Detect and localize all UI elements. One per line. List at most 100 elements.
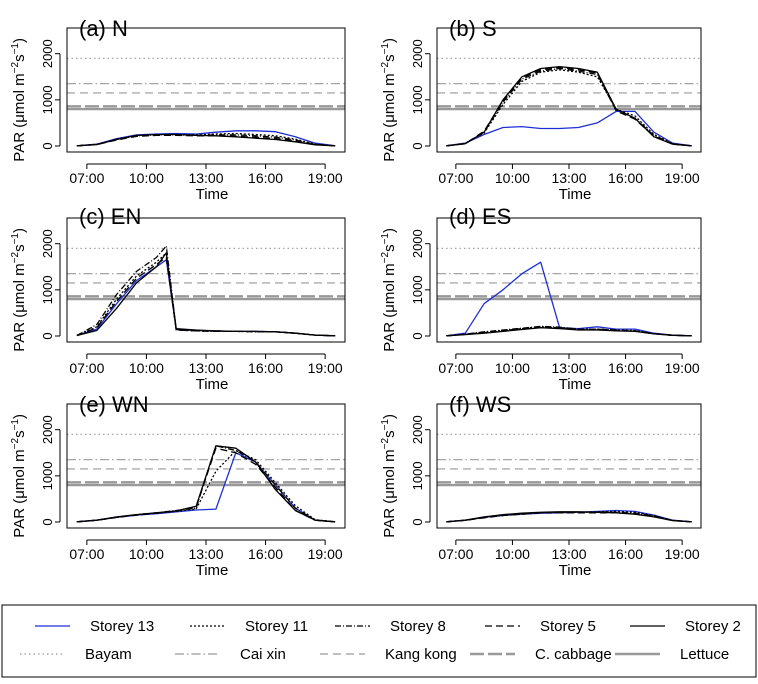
y-tick-label: 1000 [40, 275, 55, 304]
y-tick-label: 2000 [40, 229, 55, 258]
y-axis-label: PAR (μmol m−2s−1) [10, 228, 28, 352]
series-line-storey-11 [76, 132, 336, 147]
x-axis-label: Time [559, 186, 592, 203]
x-tick-label: 07:00 [69, 546, 104, 562]
plot-frame [66, 217, 346, 343]
plot-frame [436, 403, 702, 529]
x-axis-label: Time [196, 376, 229, 393]
x-tick-label: 07:00 [438, 546, 473, 562]
legend-label: Kang kong [385, 646, 457, 663]
series-line-storey-8 [76, 245, 336, 337]
y-axis-label-part: ) [381, 414, 398, 419]
x-tick-label: 07:00 [438, 360, 473, 376]
x-tick-label: 19:00 [308, 546, 343, 562]
series-line-storey-13 [76, 130, 336, 147]
y-axis-label-part: ) [11, 414, 28, 419]
x-tick-label: 16:00 [248, 546, 283, 562]
legend-label: Storey 8 [390, 618, 446, 635]
x-tick-label: 16:00 [608, 360, 643, 376]
x-axis-label: Time [559, 376, 592, 393]
x-tick-label: 16:00 [248, 170, 283, 186]
y-axis-label: PAR (μmol m−2s−1) [10, 414, 28, 538]
y-tick-label: 0 [40, 142, 55, 149]
y-axis-label: PAR (μmol m−2s−1) [380, 414, 398, 538]
series-line-storey-8 [446, 325, 692, 337]
y-axis-label: PAR (μmol m−2s−1) [10, 38, 28, 162]
x-tick-label: 10:00 [129, 546, 164, 562]
x-axis-label: Time [196, 562, 229, 579]
y-tick-label: 1000 [40, 461, 55, 490]
panel-title: (d) ES [449, 204, 511, 229]
series-line-storey-2 [446, 511, 692, 523]
y-tick-label: 2000 [410, 229, 425, 258]
legend: Storey 13 Storey 11 Storey 8 Storey 5 Storey… [1, 604, 757, 678]
y-axis-label-part: ) [11, 38, 28, 43]
y-axis-label-part: s [11, 430, 28, 438]
y-axis-label-part: ) [11, 228, 28, 233]
legend-label: Lettuce [680, 646, 729, 663]
x-tick-label: 07:00 [69, 360, 104, 376]
y-tick-label: 0 [410, 142, 425, 149]
legend-label: Storey 13 [90, 618, 154, 635]
x-tick-label: 19:00 [308, 170, 343, 186]
legend-box [1, 604, 757, 678]
y-axis-label-part: ) [381, 228, 398, 233]
legend-label: Cai xin [240, 646, 286, 663]
x-tick-label: 19:00 [665, 360, 700, 376]
x-axis-label: Time [559, 562, 592, 579]
series-line-storey-5 [76, 256, 336, 337]
x-tick-label: 19:00 [308, 360, 343, 376]
y-axis-label-part: −1 [10, 233, 21, 245]
x-tick-label: 13:00 [188, 546, 223, 562]
y-axis-label-part: s [381, 430, 398, 438]
y-tick-label: 0 [40, 518, 55, 525]
y-axis-label-part: PAR (μmol m [381, 263, 398, 351]
y-tick-label: 2000 [410, 39, 425, 68]
plot-frame [66, 27, 346, 153]
y-tick-label: 1000 [410, 461, 425, 490]
y-axis-label-part: s [381, 54, 398, 62]
legend-label: Storey 2 [685, 618, 741, 635]
y-tick-label: 2000 [40, 415, 55, 444]
y-axis-label-part: −2 [380, 437, 391, 449]
y-axis-label-part: s [381, 244, 398, 252]
y-axis-label-part: PAR (μmol m [11, 449, 28, 537]
plot-frame [436, 27, 702, 153]
y-axis-label-part: s [11, 244, 28, 252]
series-line-storey-2 [446, 65, 692, 147]
x-tick-label: 16:00 [248, 360, 283, 376]
series-line-storey-2 [76, 252, 336, 337]
y-tick-label: 1000 [40, 85, 55, 114]
x-tick-label: 16:00 [608, 170, 643, 186]
series-line-storey-2 [76, 445, 336, 523]
legend-label: Storey 11 [245, 618, 308, 635]
y-axis-label: PAR (μmol m−2s−1) [380, 38, 398, 162]
series-line-storey-2 [446, 327, 692, 337]
x-tick-label: 10:00 [495, 170, 530, 186]
legend-label: C. cabbage [535, 646, 612, 663]
x-axis-label: Time [196, 186, 229, 203]
y-axis-label-part: −2 [380, 61, 391, 73]
y-tick-label: 0 [40, 332, 55, 339]
y-axis-label-part: −1 [10, 419, 21, 431]
x-tick-label: 10:00 [495, 360, 530, 376]
series-line-storey-2 [76, 133, 336, 147]
series-line-storey-11 [76, 449, 336, 523]
y-axis-label-part: PAR (μmol m [381, 449, 398, 537]
x-tick-label: 10:00 [129, 170, 164, 186]
y-axis-label-part: −2 [10, 437, 21, 449]
x-tick-label: 19:00 [665, 170, 700, 186]
y-axis-label-part: −2 [10, 251, 21, 263]
y-tick-label: 0 [410, 332, 425, 339]
y-axis-label-part: −2 [10, 61, 21, 73]
x-tick-label: 13:00 [551, 360, 586, 376]
y-tick-label: 1000 [410, 85, 425, 114]
plot-frame [66, 403, 346, 529]
series-line-storey-11 [76, 252, 336, 337]
y-axis-label-part: −1 [380, 43, 391, 55]
x-tick-label: 13:00 [188, 360, 223, 376]
y-axis-label-part: −1 [380, 419, 391, 431]
